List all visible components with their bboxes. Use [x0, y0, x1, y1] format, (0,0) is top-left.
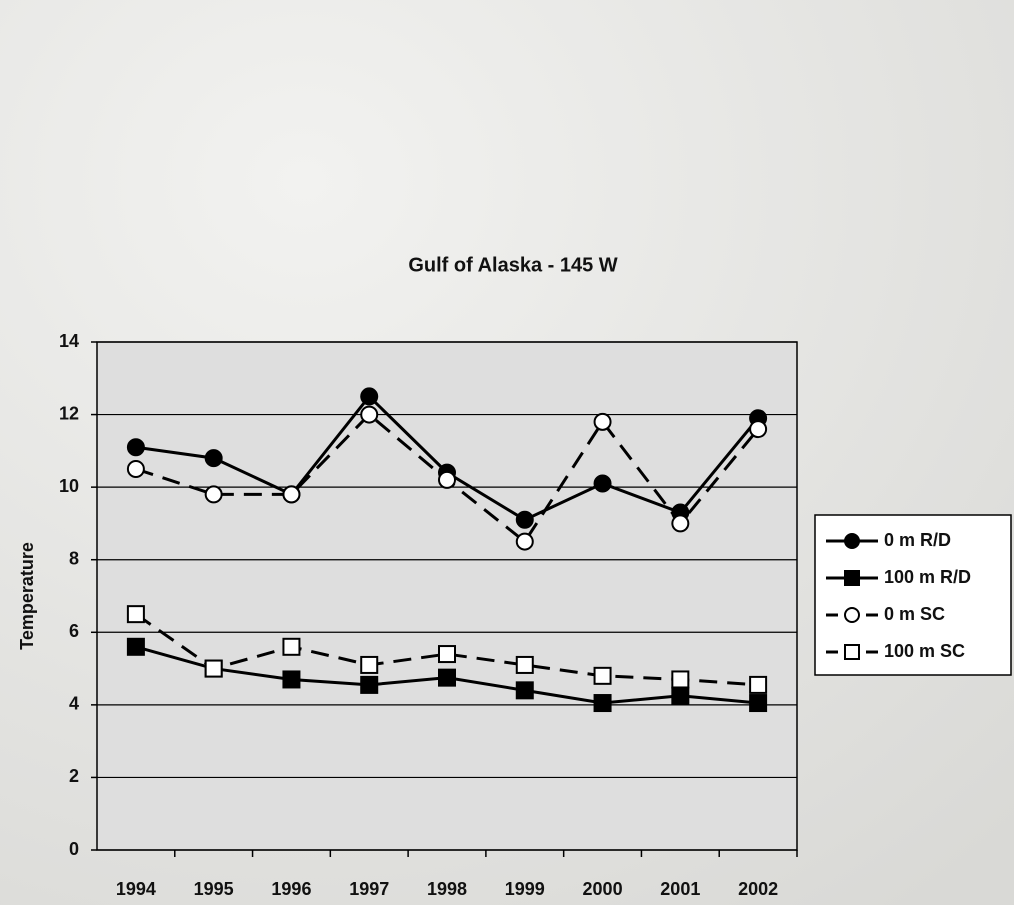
marker	[361, 657, 377, 673]
legend-label: 0 m SC	[884, 604, 945, 624]
y-tick-label: 2	[69, 766, 79, 786]
marker	[672, 688, 688, 704]
x-tick-label: 1999	[505, 879, 545, 899]
marker	[206, 450, 222, 466]
y-tick-label: 0	[69, 839, 79, 859]
page: Gulf of Alaska - 145 W Temperature 0 2 4 6 8…	[0, 0, 1014, 905]
x-tick-label: 1994	[116, 879, 156, 899]
marker	[595, 476, 611, 492]
chart: Gulf of Alaska - 145 W Temperature 0 2 4 6 8…	[0, 0, 1014, 905]
x-tick-label: 2001	[660, 879, 700, 899]
x-tick-label: 1997	[349, 879, 389, 899]
marker	[595, 414, 611, 430]
marker	[361, 388, 377, 404]
y-axis-label: Temperature	[17, 542, 37, 650]
marker	[283, 486, 299, 502]
marker	[517, 534, 533, 550]
marker	[206, 486, 222, 502]
marker	[361, 677, 377, 693]
marker	[128, 439, 144, 455]
legend-label: 100 m R/D	[884, 567, 971, 587]
legend-marker	[845, 608, 859, 622]
legend-marker	[845, 645, 859, 659]
marker	[283, 639, 299, 655]
marker	[439, 472, 455, 488]
y-tick-label: 4	[69, 694, 79, 714]
legend-label: 0 m R/D	[884, 530, 951, 550]
marker	[206, 661, 222, 677]
plot-area	[97, 342, 797, 850]
marker	[128, 639, 144, 655]
marker	[517, 682, 533, 698]
marker	[128, 606, 144, 622]
x-tick-label: 1998	[427, 879, 467, 899]
y-tick-label: 6	[69, 621, 79, 641]
marker	[672, 515, 688, 531]
y-tick-label: 14	[59, 331, 79, 351]
marker	[750, 695, 766, 711]
marker	[595, 695, 611, 711]
chart-title: Gulf of Alaska - 145 W	[408, 254, 617, 276]
legend-marker	[845, 534, 859, 548]
marker	[128, 461, 144, 477]
marker	[361, 407, 377, 423]
marker	[517, 512, 533, 528]
x-tick-label: 1996	[271, 879, 311, 899]
marker	[672, 671, 688, 687]
x-tick-label: 2002	[738, 879, 778, 899]
marker	[595, 668, 611, 684]
marker	[439, 646, 455, 662]
x-tick-label: 1995	[194, 879, 234, 899]
y-tick-label: 10	[59, 476, 79, 496]
legend-label: 100 m SC	[884, 641, 965, 661]
marker	[750, 421, 766, 437]
marker	[439, 670, 455, 686]
legend-marker	[845, 571, 859, 585]
marker	[750, 677, 766, 693]
y-tick-label: 8	[69, 548, 79, 568]
x-tick-label: 2000	[583, 879, 623, 899]
marker	[517, 657, 533, 673]
marker	[283, 671, 299, 687]
y-tick-label: 12	[59, 403, 79, 423]
